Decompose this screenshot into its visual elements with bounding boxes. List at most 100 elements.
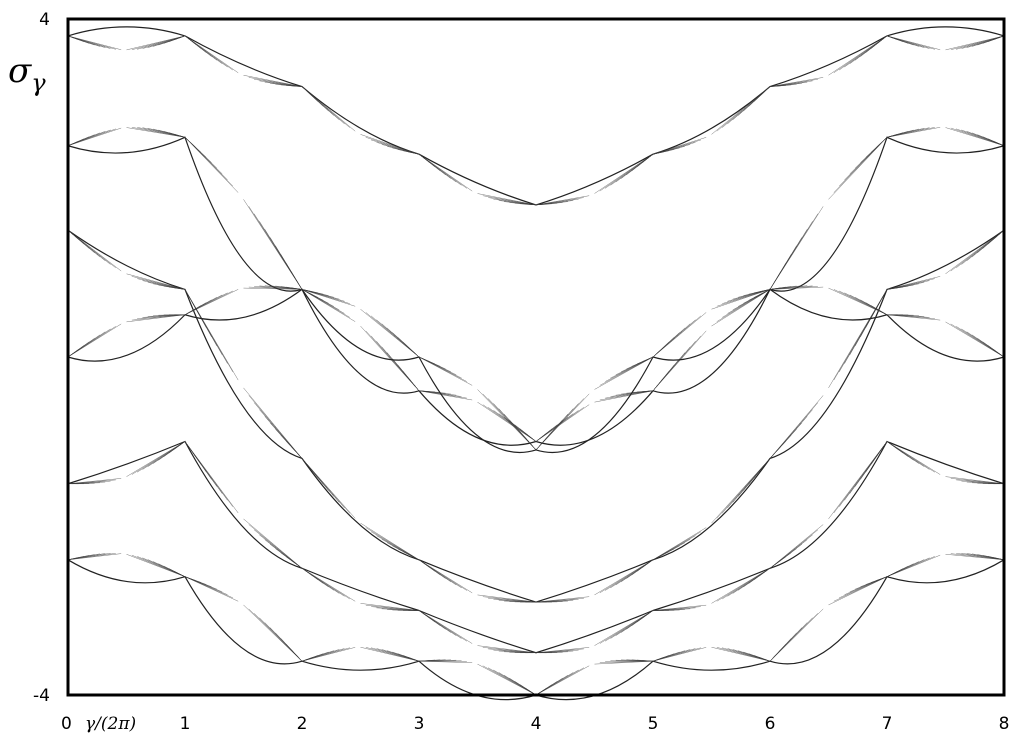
spectrum-hatch-line xyxy=(126,273,186,290)
spectrum-hatch-line xyxy=(769,286,824,290)
spectrum-hatch-line xyxy=(301,86,356,132)
spectrum-hatch-line xyxy=(126,554,186,577)
spectrum-hatch-line xyxy=(594,559,654,596)
spectrum-hatch-line xyxy=(296,288,303,290)
band-edge-curve xyxy=(67,288,1005,454)
spectrum-hatch-line xyxy=(950,478,1005,484)
spectrum-hatch-line xyxy=(296,280,303,290)
spectrum-hatch-line xyxy=(599,390,654,401)
spectrum-hatch-line xyxy=(413,351,420,358)
spectrum-hatch-line xyxy=(413,152,420,155)
spectrum-hatch-line xyxy=(945,35,1005,51)
spectrum-hatch-line xyxy=(67,323,122,358)
spectrum-hatch-line xyxy=(296,564,303,569)
spectrum-hatch-line xyxy=(248,77,303,87)
spectrum-hatch-line xyxy=(764,86,771,92)
band-edge-curve xyxy=(67,229,1005,603)
spectrum-hatch-line xyxy=(886,441,941,475)
spectrum-hatch-line xyxy=(535,393,590,451)
spectrum-hatch-line xyxy=(67,127,122,146)
spectrum-hatch-line xyxy=(769,524,824,569)
spectrum-hatch-line xyxy=(126,35,186,51)
spectrum-hatch-line xyxy=(535,665,590,696)
spectrum-hatch-line xyxy=(179,135,186,138)
spectrum-hatch-line xyxy=(711,289,771,310)
spectrum-hatch-line xyxy=(594,661,654,665)
spectrum-hatch-line xyxy=(881,137,888,143)
x-tick-label: 6 xyxy=(765,714,776,734)
spectrum-hatch-line xyxy=(482,195,537,206)
spectrum-hatch-line xyxy=(647,356,654,360)
spectrum-hatch-line xyxy=(301,568,356,602)
spectrum-hatch-line xyxy=(652,330,707,391)
spectrum-hatch-line xyxy=(360,522,420,560)
spectrum-hatch-line xyxy=(881,441,888,450)
spectrum-hatch-line xyxy=(365,604,420,611)
spectrum-hatch-line xyxy=(184,289,239,381)
spectrum-hatch-line xyxy=(418,390,473,401)
spectrum-hatch-line xyxy=(530,437,537,442)
spectrum-hatch-line xyxy=(184,576,239,602)
plot-frame xyxy=(66,17,1006,697)
spectrum-hatch-line xyxy=(828,287,888,315)
spectrum-hatch-line xyxy=(886,35,941,50)
spectrum-hatch-line xyxy=(418,610,473,644)
spectrum-hatch-line xyxy=(769,206,824,290)
spectrum-hatch-line xyxy=(360,134,420,155)
spectrum-hatch-line xyxy=(945,127,1005,146)
spectrum-hatch-line xyxy=(945,554,1005,560)
spectrum-hatch-line xyxy=(360,647,420,662)
spectrum-hatch-line xyxy=(881,289,888,300)
spectrum-hatch-line xyxy=(482,647,537,653)
y-axis-label: σγ xyxy=(8,51,46,97)
spectrum-hatch-line xyxy=(179,573,186,577)
spectrum-hatch-line xyxy=(184,289,239,315)
spectrum-hatch-line xyxy=(418,661,473,663)
spectrum-hatch-line xyxy=(652,312,707,358)
spectrum-hatch-line xyxy=(711,289,771,327)
spectrum-hatch-line xyxy=(301,289,356,322)
spectrum-hatch-line xyxy=(296,655,303,662)
spectrum-hatch-line xyxy=(477,663,537,696)
spectrum-hatch-line xyxy=(67,230,122,272)
spectrum-hatch-line xyxy=(769,77,824,87)
spectrum-hatch-line xyxy=(886,276,941,290)
spectrum-hatch-line xyxy=(535,195,590,206)
spectrum-hatch-line xyxy=(764,659,771,662)
spectrum-hatch-line xyxy=(652,647,707,662)
spectrum-hatch-line xyxy=(711,647,771,662)
spectrum-hatch-line xyxy=(647,610,654,615)
spectrum-hatch-line xyxy=(243,287,303,290)
spectrum-hatch-line xyxy=(477,193,537,206)
spectrum-hatch-line xyxy=(184,35,239,73)
spectrum-hatch-line xyxy=(413,384,420,391)
x-tick-label: 4 xyxy=(531,714,542,734)
spectrum-hatch-line xyxy=(881,311,888,315)
spectrum-hatch-line xyxy=(647,559,654,564)
spectrum-hatch-line xyxy=(711,568,771,604)
spectrum-hatch-line xyxy=(301,647,356,662)
spectrum-hatch-line xyxy=(881,576,888,579)
spectrum-hatch-line xyxy=(828,576,888,606)
spectrum-hatch-line xyxy=(945,321,1005,358)
spectrum-bands xyxy=(67,26,1005,701)
spectrum-hatch-line xyxy=(67,35,122,50)
x-tick-label: 5 xyxy=(648,714,659,734)
x-tick-label: 3 xyxy=(414,714,425,734)
spectrum-hatch-line xyxy=(67,478,122,484)
spectrum-hatch-line xyxy=(413,557,420,560)
spectrum-hatch-line xyxy=(764,568,771,573)
x-tick-labels: 0 1 2 3 4 5 6 7 8 xyxy=(61,714,1009,734)
spectrum-hatch-line xyxy=(594,390,654,403)
spectrum-hatch-line xyxy=(530,443,537,451)
spectrum-hatch-line xyxy=(179,35,186,39)
spectrum-hatch-line xyxy=(477,645,537,653)
spectrum-hatch-line xyxy=(652,137,707,155)
spectrum-hatch-line xyxy=(886,554,941,577)
spectrum-hatch-line xyxy=(67,553,122,560)
y-tick-labels: 4 -4 xyxy=(33,10,50,706)
spectrum-hatch-line xyxy=(243,75,303,87)
spectrum-hatch-line xyxy=(535,596,590,603)
spectrum-hatch-line xyxy=(950,553,1005,560)
